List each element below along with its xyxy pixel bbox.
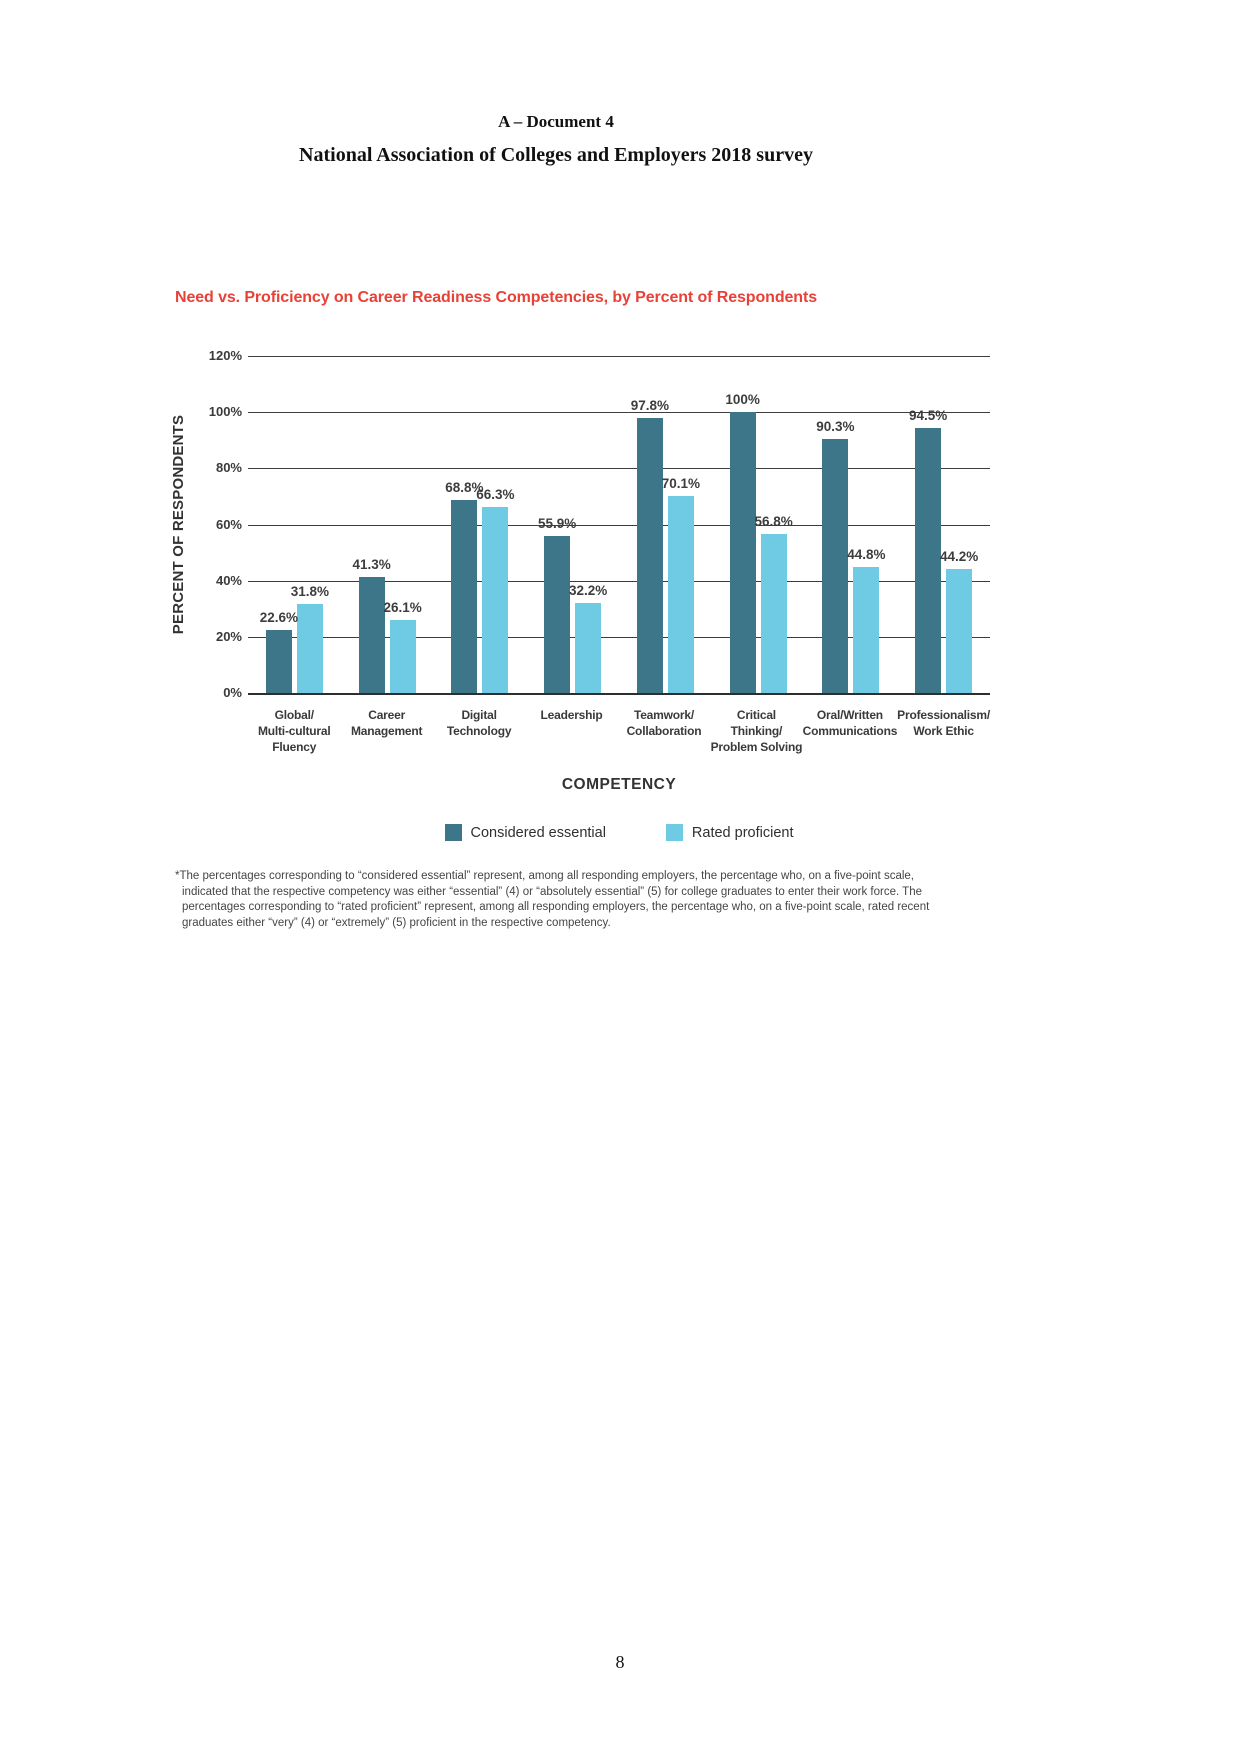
bar-rated-proficient: [667, 496, 694, 693]
category-label: Teamwork/Collaboration: [626, 708, 702, 738]
plot-area: 22.6% 31.8% 41.3% 26.1% 68.8% 66.3% 55.9% 32.2%…: [248, 356, 990, 695]
bar-value-label: 44.2%: [939, 548, 979, 564]
bar-value-label: 100%: [725, 392, 760, 408]
chart-footnote: *The percentages corresponding to “consi…: [175, 870, 930, 930]
y-axis-ticks: 0% 20% 40% 60% 80% 100% 120%: [190, 348, 242, 700]
legend-label: Considered essential: [470, 824, 606, 841]
bar-rated-proficient: [296, 603, 323, 693]
bar-value-label: 44.8%: [847, 547, 886, 563]
bar-rated-proficient: [853, 567, 880, 693]
legend-swatch: [665, 824, 683, 841]
bar-considered-essential: [544, 536, 571, 693]
category-label: Professionalism/Work Ethic: [897, 708, 991, 738]
y-tick-label: 80%: [215, 460, 242, 476]
category-label: Global/Multi-cultural Fluency: [257, 708, 331, 754]
legend-item-essential: Considered essential: [444, 824, 606, 841]
bar-considered-essential: [451, 499, 478, 693]
bar-value-label: 26.1%: [383, 599, 422, 615]
bar-value-label: 32.2%: [568, 582, 608, 598]
gridline: [248, 356, 990, 357]
legend-label: Rated proficient: [691, 824, 794, 841]
category-label: Oral/Written Communications: [802, 708, 898, 738]
page-number: 8: [615, 1652, 625, 1672]
y-tick-label: 40%: [215, 572, 242, 588]
gridline: [248, 468, 990, 470]
bar-value-label: 97.8%: [630, 398, 670, 414]
bar-rated-proficient: [482, 506, 509, 693]
bar-considered-essential: [822, 439, 849, 693]
bar-considered-essential: [265, 629, 292, 693]
gridline: [248, 693, 990, 695]
bar-value-label: 55.9%: [537, 516, 577, 532]
legend-item-proficient: Rated proficient: [665, 824, 794, 841]
bar-rated-proficient: [946, 568, 973, 693]
bar-value-label: 70.1%: [661, 476, 701, 492]
gridline: [248, 636, 990, 638]
y-tick-label: 60%: [215, 516, 242, 532]
bar-value-label: 94.5%: [908, 407, 948, 423]
bar-value-label: 31.8%: [290, 583, 330, 599]
gridline: [248, 412, 990, 414]
gridline: [248, 524, 990, 526]
bar-value-label: 90.3%: [816, 419, 855, 435]
bar-rated-proficient: [760, 533, 787, 693]
legend-swatch: [444, 824, 462, 841]
category-label: Career Management: [350, 708, 423, 738]
bar-value-label: 56.8%: [754, 513, 793, 529]
bar-considered-essential: [358, 577, 385, 693]
document-title: National Association of Colleges and Emp…: [299, 144, 813, 166]
y-tick-label: 100%: [208, 404, 242, 420]
y-tick-label: 0%: [223, 685, 242, 700]
gridline: [248, 580, 990, 582]
chart-legend: Considered essential Rated proficient: [248, 824, 990, 841]
bar-considered-essential: [636, 418, 663, 693]
bar-considered-essential: [729, 412, 756, 693]
y-tick-label: 20%: [215, 628, 242, 644]
chart-title: Need vs. Proficiency on Career Readiness…: [175, 289, 817, 306]
bar-rated-proficient: [389, 619, 416, 693]
x-axis-title: COMPETENCY: [561, 776, 677, 793]
bar-value-label: 66.3%: [476, 486, 515, 502]
bar-value-label: 68.8%: [445, 479, 484, 495]
category-label: Critical Thinking/Problem Solving: [710, 708, 803, 754]
document-label: A – Document 4: [498, 112, 614, 131]
x-axis-categories: Global/Multi-cultural Fluency Career Manage…: [248, 707, 990, 755]
bar-value-label: 41.3%: [352, 557, 391, 573]
y-tick-label: 120%: [208, 348, 242, 363]
category-label: Digital Technology: [446, 708, 512, 738]
bar-rated-proficient: [575, 602, 602, 693]
category-label: Leadership: [540, 708, 603, 722]
bar-value-label: 22.6%: [259, 609, 299, 625]
bar-considered-essential: [915, 427, 942, 693]
